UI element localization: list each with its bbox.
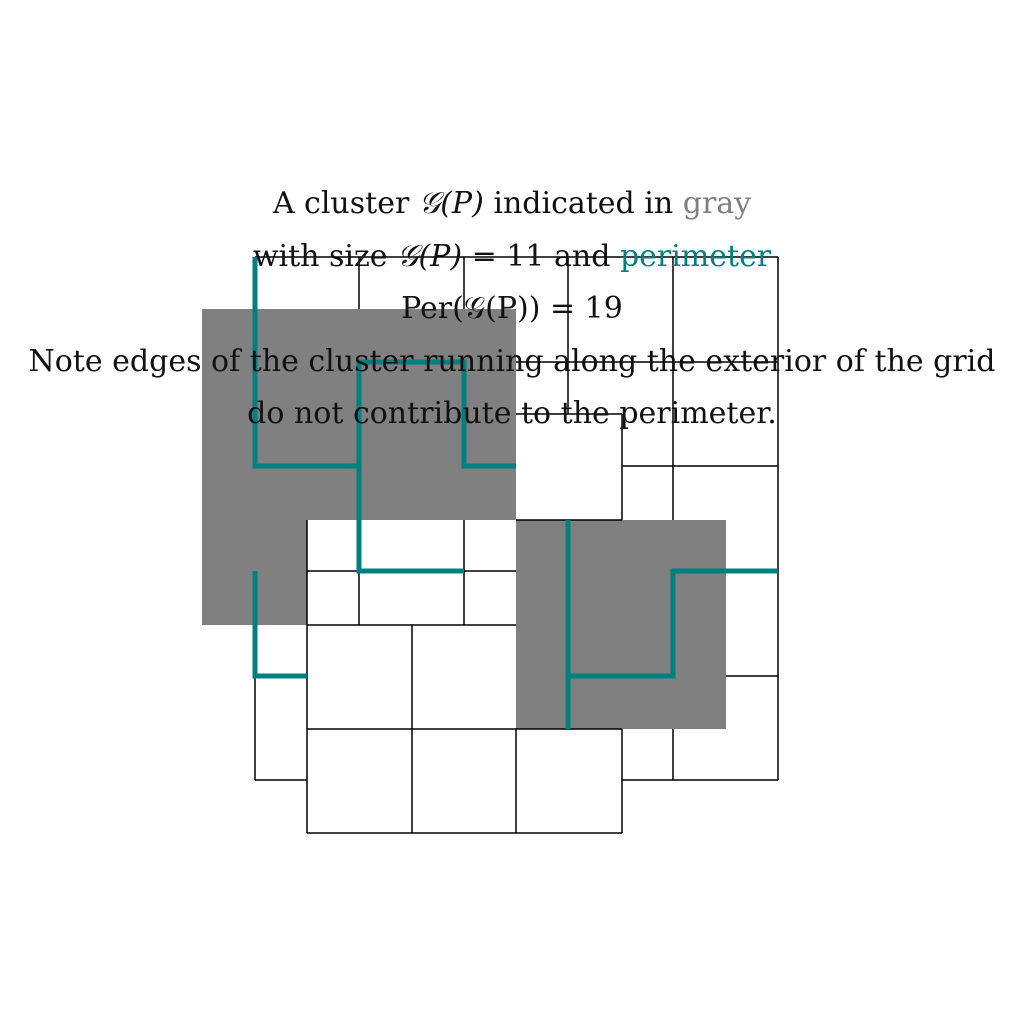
cluster-size-symbol: 𝒢(P)	[397, 239, 463, 274]
caption-line-1-prefix: A cluster	[272, 186, 419, 221]
caption-line-4: Note edges of the cluster running along …	[0, 336, 1024, 388]
caption-line-3: Per(𝒢(P)) = 19	[0, 283, 1024, 335]
cluster-symbol: 𝒢(P)	[418, 186, 484, 221]
perimeter-edge	[252, 257, 359, 469]
perimeter-edge	[568, 568, 778, 679]
caption-line-1: A cluster 𝒢(P) indicated in gray	[0, 178, 1024, 230]
perimeter-word: perimeter	[619, 239, 772, 274]
perimeter-edges	[252, 257, 778, 729]
gray-word: gray	[682, 186, 752, 221]
note-text-line-1: Note edges of the cluster running along …	[28, 344, 996, 379]
perimeter-edge	[252, 571, 307, 679]
white-cell	[516, 414, 622, 520]
perimeter-edge	[356, 466, 464, 574]
grid-lines	[254, 256, 779, 834]
caption-line-1-mid: indicated in	[483, 186, 683, 221]
white-cell-overlay	[307, 414, 622, 625]
caption-line-2: with size 𝒢(P) = 11 and perimeter	[0, 231, 1024, 283]
perimeter-formula: Per(𝒢(P)) = 19	[401, 291, 623, 326]
caption-line-2-prefix: with size	[252, 239, 398, 274]
gray-cluster-region-right	[516, 520, 726, 729]
note-text-line-2: do not contribute to the perimeter.	[247, 396, 777, 431]
caption-line-2-eq: = 11 and	[462, 239, 620, 274]
perimeter-edge	[356, 359, 516, 469]
caption-line-5: do not contribute to the perimeter.	[0, 388, 1024, 440]
